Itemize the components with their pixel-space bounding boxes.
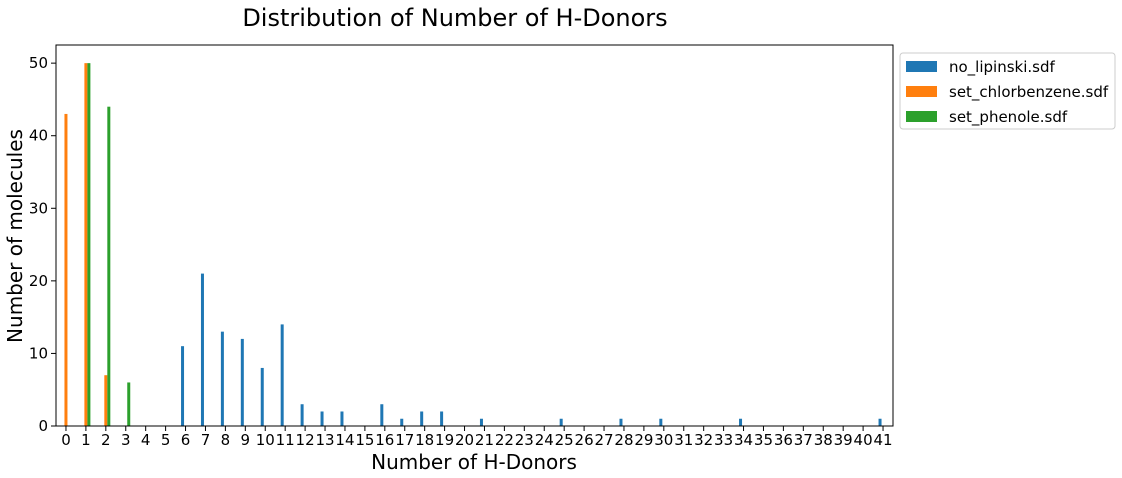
x-tick-label: 25 [555,431,574,449]
bar-no-lipinski-sdf-14 [340,411,344,426]
x-tick-label: 32 [694,431,713,449]
x-tick-label: 9 [241,431,251,449]
legend-label: set_phenole.sdf [949,108,1068,127]
x-tick-label: 18 [415,431,434,449]
x-tick-label: 11 [276,431,295,449]
x-tick-label: 7 [201,431,211,449]
bar-set-phenole-sdf-3 [127,382,131,426]
x-tick-label: 16 [375,431,394,449]
bar-no-lipinski-sdf-25 [559,418,563,426]
bar-no-lipinski-sdf-34 [739,418,743,426]
x-tick-label: 29 [634,431,653,449]
legend-swatch [906,111,937,122]
legend-swatch [906,61,937,72]
y-tick-label: 10 [29,344,48,362]
y-tick-label: 30 [29,199,48,217]
bar-no-lipinski-sdf-30 [659,418,663,426]
x-tick-label: 40 [854,431,873,449]
bars-group [64,63,882,426]
x-tick-label: 23 [515,431,534,449]
x-tick-label: 37 [794,431,813,449]
x-tick-label: 38 [814,431,833,449]
x-tick-label: 17 [395,431,414,449]
bar-no-lipinski-sdf-10 [260,367,264,426]
x-tick-label: 24 [535,431,554,449]
x-axis-label: Number of H-Donors [371,450,577,474]
x-tick-label: 41 [873,431,892,449]
bar-no-lipinski-sdf-8 [220,331,224,426]
x-tick-label: 14 [335,431,354,449]
legend-swatch [906,86,937,97]
x-tick-label: 26 [575,431,594,449]
bar-no-lipinski-sdf-16 [380,404,384,426]
x-tick-label: 30 [654,431,673,449]
bar-no-lipinski-sdf-12 [300,404,304,426]
bar-no-lipinski-sdf-19 [440,411,444,426]
bar-set-phenole-sdf-1 [87,63,91,426]
x-tick-label: 3 [121,431,131,449]
y-tick-label: 50 [29,54,48,72]
x-tick-label: 0 [61,431,71,449]
x-tick-label: 20 [455,431,474,449]
y-tick-label: 40 [29,127,48,145]
x-tick-label: 12 [296,431,315,449]
bar-no-lipinski-sdf-41 [878,418,882,426]
x-axis: 0 1 2 3 4 5 6 7 8 9 10 11 12 13 14 15 16 17 18 19 20 21 22 23 24… [61,426,893,449]
y-tick-label: 0 [38,417,48,435]
x-tick-label: 15 [355,431,374,449]
x-tick-label: 8 [221,431,231,449]
x-tick-label: 19 [435,431,454,449]
bar-set-chlorbenzene-sdf-2 [104,375,108,426]
bar-no-lipinski-sdf-28 [619,418,623,426]
legend: no_lipinski.sdf set_chlorbenzene.sdf set_p… [899,52,1116,130]
legend-label: set_chlorbenzene.sdf [949,83,1109,102]
bar-no-lipinski-sdf-6 [181,346,185,426]
y-axis: 0 10 20 30 40 50 [29,54,56,435]
x-tick-label: 28 [614,431,633,449]
x-tick-label: 6 [181,431,191,449]
bar-no-lipinski-sdf-13 [320,411,324,426]
bar-no-lipinski-sdf-9 [240,338,244,426]
bar-no-lipinski-sdf-7 [200,273,204,426]
x-tick-label: 4 [141,431,151,449]
x-tick-label: 39 [834,431,853,449]
bar-no-lipinski-sdf-18 [420,411,424,426]
y-axis-label: Number of molecules [3,129,27,343]
bar-set-phenole-sdf-2 [107,106,111,426]
x-tick-label: 13 [315,431,334,449]
x-tick-label: 21 [475,431,494,449]
legend-box [899,52,1116,130]
x-tick-label: 22 [495,431,514,449]
x-tick-label: 27 [594,431,613,449]
x-tick-label: 36 [774,431,793,449]
y-tick-label: 20 [29,272,48,290]
x-tick-label: 34 [734,431,753,449]
legend-label: no_lipinski.sdf [949,58,1055,77]
x-tick-label: 33 [714,431,733,449]
bar-no-lipinski-sdf-21 [479,418,483,426]
x-tick-label: 35 [754,431,773,449]
x-tick-label: 1 [81,431,91,449]
bar-set-chlorbenzene-sdf-0 [64,113,68,426]
bar-no-lipinski-sdf-17 [400,418,404,426]
x-tick-label: 2 [101,431,111,449]
x-tick-label: 31 [674,431,693,449]
bar-no-lipinski-sdf-11 [280,324,284,426]
bar-set-chlorbenzene-sdf-1 [84,63,88,426]
chart-title: Distribution of Number of H-Donors [242,4,667,32]
x-tick-label: 10 [256,431,275,449]
x-tick-label: 5 [161,431,171,449]
plot-frame [55,44,894,427]
